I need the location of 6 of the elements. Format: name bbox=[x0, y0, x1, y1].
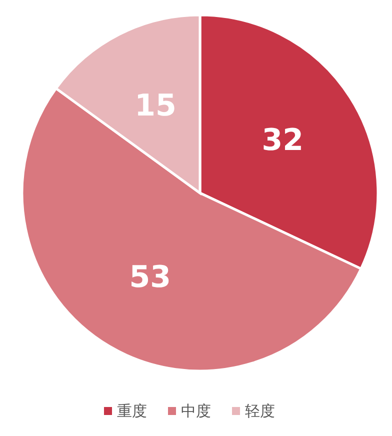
legend-label: 重度 bbox=[117, 402, 147, 420]
data-label: 32 bbox=[262, 123, 304, 158]
data-label: 15 bbox=[134, 88, 176, 124]
data-label: 53 bbox=[129, 260, 172, 295]
legend-label: 中度 bbox=[181, 402, 211, 420]
legend-label: 轻度 bbox=[245, 402, 275, 420]
